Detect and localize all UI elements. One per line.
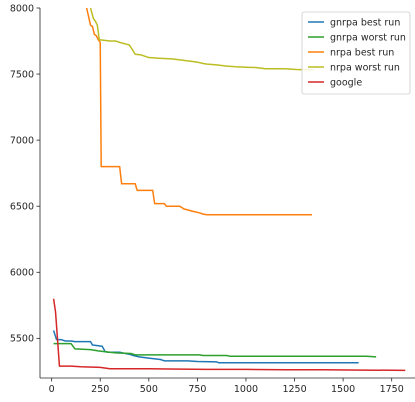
legend-label-google: google [330,77,362,88]
y-tick-label: 7500 [10,69,34,80]
x-tick-label: 750 [188,384,206,395]
series-line-nrpa-worst-run [89,8,314,71]
series-line-google [52,298,406,372]
legend-label-gnrpa-worst-run: gnrpa worst run [330,32,406,43]
axes [39,8,415,379]
legend-label-nrpa-worst-run: nrpa worst run [330,62,400,73]
series-line-nrpa-best-run [85,8,313,216]
x-tick-label: 250 [91,384,109,395]
legend-box [301,11,411,95]
y-tick-label: 5500 [10,334,34,345]
x-tick-label: 500 [140,384,158,395]
y-tick-label: 8000 [10,3,34,14]
y-tick-label: 7000 [10,135,34,146]
series-lines [52,8,406,372]
x-tick-label: 0 [49,384,55,395]
y-tick-label: 6500 [10,202,34,213]
x-tick-label: 1500 [331,384,355,395]
legend-label-gnrpa-best-run: gnrpa best run [330,17,400,28]
legend: gnrpa best run gnrpa worst run nrpa best r… [301,11,411,95]
x-tick-label: 1750 [380,384,404,395]
series-line-gnrpa-worst-run [53,342,377,358]
y-tick-label: 6000 [10,268,34,279]
legend-label-nrpa-best-run: nrpa best run [330,47,394,58]
x-tick-label: 1000 [234,384,258,395]
x-tick-label: 1250 [282,384,306,395]
tick-marks: 0 250 500 750 1000 1250 1500 1750 5500 6000 6500 70… [10,3,404,395]
